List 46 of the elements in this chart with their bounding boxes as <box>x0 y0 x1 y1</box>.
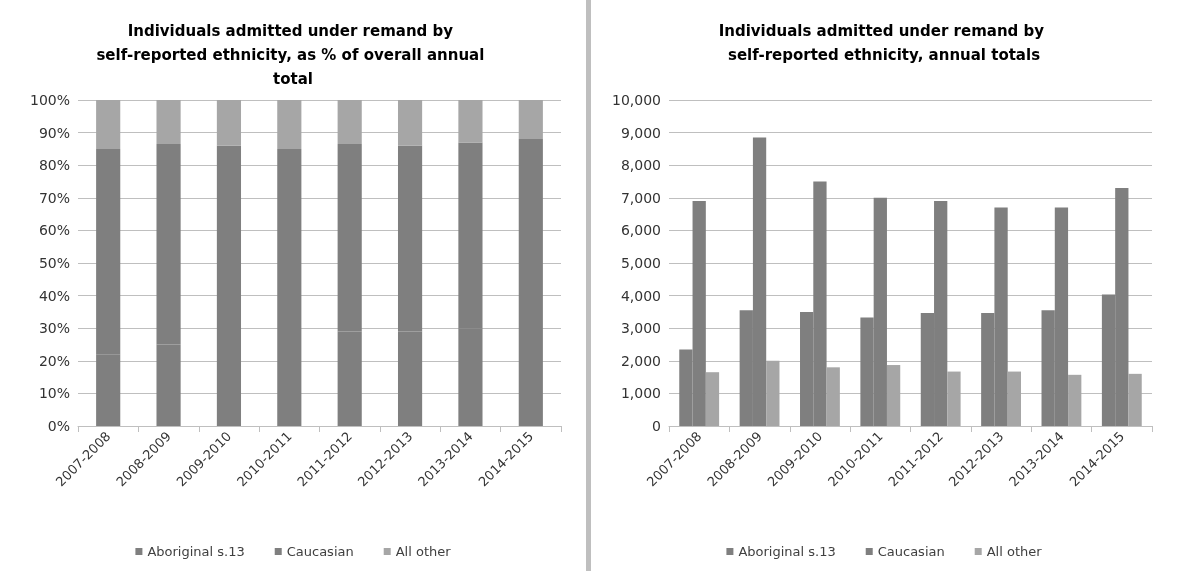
bar <box>826 367 840 426</box>
y-tick-label: 7,000 <box>620 189 661 206</box>
y-tick-label: 2,000 <box>620 352 661 369</box>
y-tick-label: 50% <box>38 255 70 271</box>
bar <box>156 100 181 145</box>
bar <box>337 100 362 145</box>
y-tick-label: 10% <box>38 385 70 402</box>
y-tick-label: 80% <box>38 157 70 174</box>
bar <box>766 360 780 426</box>
y-tick-label: 70% <box>38 189 70 206</box>
legend-label: All other <box>986 544 1043 559</box>
legend-label: Aboriginal s.13 <box>147 544 245 559</box>
bar <box>96 100 121 149</box>
y-tick-label: 3,000 <box>620 320 661 337</box>
y-tick-label: 6,000 <box>620 222 661 239</box>
y-tick-label: 10,000 <box>612 92 661 108</box>
y-tick-label: 100% <box>29 92 70 108</box>
y-tick-label: 5,000 <box>620 255 661 271</box>
y-tick-label: 0 <box>652 418 661 434</box>
bar <box>705 372 720 426</box>
legend-label: Caucasian <box>877 544 945 559</box>
y-tick-label: 40% <box>38 287 70 304</box>
bar <box>458 100 483 143</box>
bar <box>1068 374 1082 426</box>
y-tick-label: 9,000 <box>620 124 661 141</box>
legend-label: Aboriginal s.13 <box>738 544 836 559</box>
y-tick-label: 8,000 <box>620 157 661 174</box>
bar <box>397 100 423 146</box>
y-tick-label: 0% <box>47 418 70 434</box>
bar <box>947 371 961 426</box>
y-tick-label: 60% <box>38 222 70 239</box>
bar <box>518 100 543 140</box>
legend-label: Caucasian <box>286 544 354 559</box>
y-tick-label: 20% <box>38 352 70 369</box>
chart-title: Individuals admitted under remand by self-reported ethnicity, as % of overall annual total <box>96 22 490 88</box>
bar <box>277 100 302 149</box>
y-tick-label: 30% <box>38 320 70 337</box>
bar <box>1007 371 1021 426</box>
y-tick-label: 1,000 <box>620 385 661 402</box>
bar <box>216 100 242 146</box>
legend-label: All other <box>395 544 452 559</box>
y-tick-label: 90% <box>38 124 70 141</box>
y-tick-label: 4,000 <box>620 287 661 304</box>
bar <box>1128 373 1142 426</box>
bar <box>886 365 901 426</box>
chart-title: Individuals admitted under remand by self-reported ethnicity, annual totals <box>718 22 1050 64</box>
